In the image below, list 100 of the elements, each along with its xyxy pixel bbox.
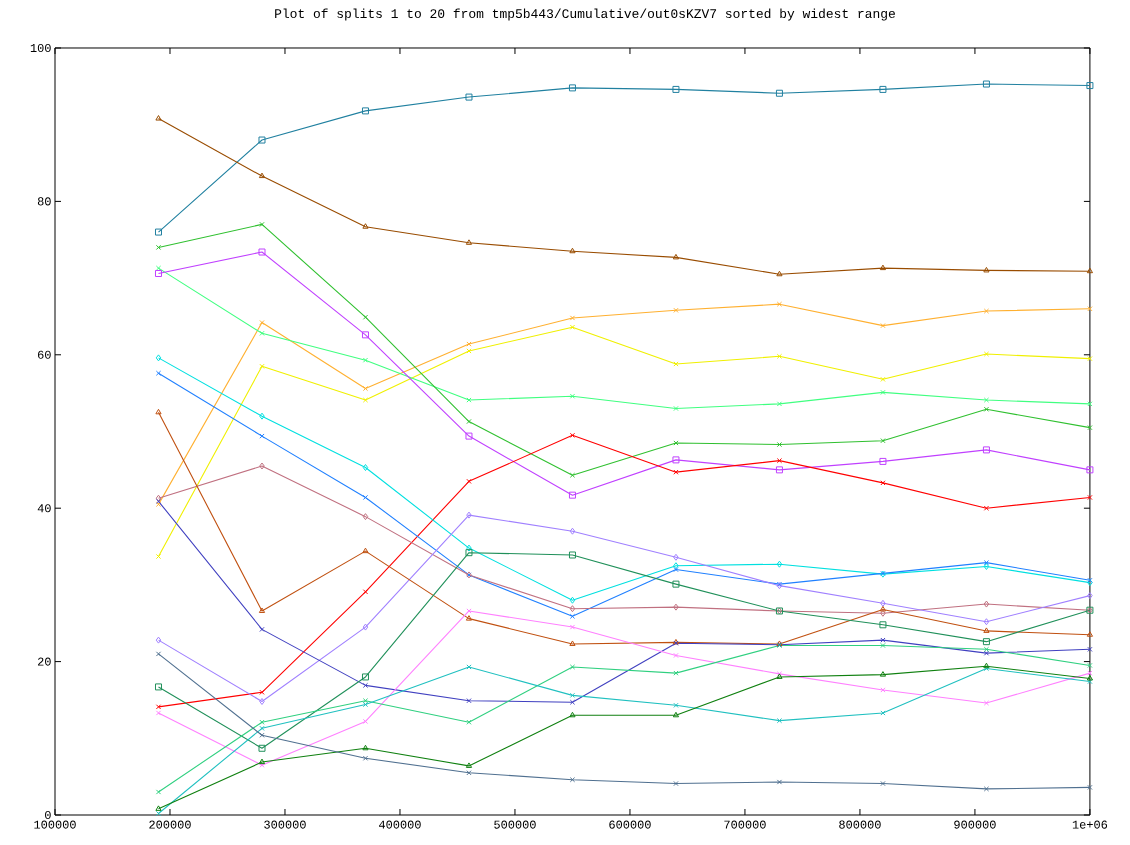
x-tick-label: 500000 (494, 820, 536, 829)
point (258, 744, 266, 752)
point (259, 697, 265, 705)
point (673, 603, 679, 611)
point (983, 646, 990, 652)
point (154, 228, 162, 236)
point (258, 248, 266, 256)
x-tick-label: 800000 (839, 820, 881, 829)
point (362, 701, 369, 708)
point (880, 609, 886, 617)
point (880, 438, 886, 444)
point (362, 698, 369, 704)
point (983, 397, 990, 403)
point (672, 456, 680, 464)
point (259, 719, 265, 725)
point (465, 239, 473, 245)
point (362, 623, 369, 631)
point (259, 462, 265, 470)
point (673, 553, 679, 561)
point (259, 330, 265, 336)
point (672, 580, 680, 588)
point (983, 650, 990, 656)
x-tick-label: 1e+06 (1072, 820, 1108, 829)
point (672, 253, 680, 260)
point (465, 762, 473, 768)
point (673, 307, 679, 313)
point (362, 744, 369, 751)
point (466, 341, 472, 347)
x-tick-label: 900000 (954, 820, 996, 829)
point (465, 549, 473, 557)
point (569, 640, 576, 646)
point (776, 401, 783, 407)
chart-title: Plot of splits 1 to 20 from tmp5b443/Cumulative/out0sKZV7 sorted by widest range (275, 8, 895, 21)
point (259, 762, 265, 768)
point (983, 266, 990, 273)
point (258, 172, 266, 179)
point (155, 244, 162, 251)
point (775, 466, 783, 474)
point (362, 547, 369, 554)
point (983, 351, 990, 357)
point (259, 732, 265, 738)
point (673, 780, 679, 787)
point (569, 315, 576, 321)
point (569, 432, 576, 438)
point (362, 755, 369, 761)
point (776, 718, 783, 724)
point (569, 324, 576, 330)
point (879, 264, 887, 271)
point (361, 673, 369, 681)
x-tick-label: 100000 (34, 820, 76, 829)
point (775, 89, 783, 97)
point (568, 491, 576, 499)
point (362, 397, 369, 403)
point (259, 319, 265, 326)
point (569, 664, 576, 670)
point (1087, 646, 1093, 652)
point (259, 626, 265, 632)
point (259, 221, 265, 228)
point (672, 711, 680, 718)
point (879, 621, 887, 629)
point (569, 472, 576, 478)
point (258, 607, 266, 613)
point (983, 700, 990, 706)
point (879, 457, 887, 465)
point (466, 544, 472, 552)
point (466, 511, 472, 519)
point (673, 702, 679, 708)
point (776, 779, 783, 785)
point (880, 389, 886, 395)
point (362, 464, 369, 472)
point (776, 441, 783, 448)
point (259, 433, 265, 439)
point (259, 412, 265, 420)
point (776, 353, 783, 359)
point (569, 247, 576, 254)
y-tick-label: 40 (37, 504, 51, 513)
point (880, 687, 886, 693)
point (154, 683, 162, 691)
y-tick-label: 100 (30, 43, 51, 53)
point (465, 93, 473, 101)
point (982, 638, 990, 646)
point (983, 786, 990, 792)
point (466, 418, 472, 425)
point (466, 478, 472, 484)
point (880, 480, 886, 486)
point (983, 600, 990, 608)
point (983, 406, 990, 412)
y-tick-label: 80 (37, 197, 51, 206)
point (466, 770, 472, 776)
point (362, 589, 369, 595)
point (361, 107, 369, 115)
point (982, 80, 990, 88)
x-tick-label: 600000 (609, 820, 651, 829)
point (673, 469, 679, 475)
point (362, 223, 369, 229)
point (362, 513, 369, 521)
point (259, 363, 265, 369)
point (983, 505, 990, 511)
point (466, 698, 472, 704)
x-tick-label: 300000 (264, 820, 306, 829)
